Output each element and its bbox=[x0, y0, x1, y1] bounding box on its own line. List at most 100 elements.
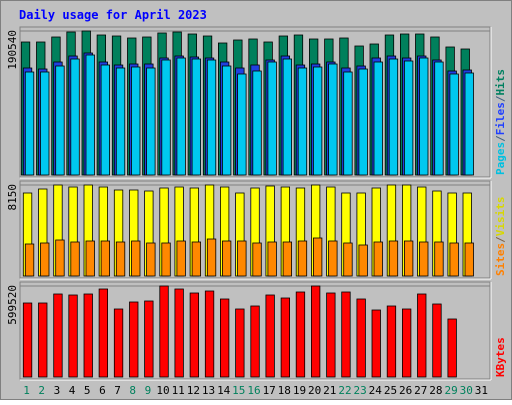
bar-kbytes-day-17 bbox=[265, 294, 275, 378]
bar-sites-day-23 bbox=[358, 244, 368, 277]
bar-sites-day-13 bbox=[206, 238, 217, 277]
x-tick-label: 1 bbox=[23, 384, 30, 397]
x-tick-label: 4 bbox=[69, 384, 76, 397]
bar-kbytes-day-19 bbox=[295, 291, 306, 378]
bar-kbytes-day-4 bbox=[68, 294, 78, 378]
bar-kbytes-day-18 bbox=[280, 297, 291, 378]
bar-kbytes-day-13 bbox=[204, 290, 215, 378]
legend-label-part: Visits bbox=[494, 197, 507, 237]
bar-sites-day-29 bbox=[449, 242, 459, 277]
bar-sites-day-27 bbox=[419, 241, 429, 277]
bar-pages-day-30 bbox=[464, 72, 474, 176]
bar-pages-day-14 bbox=[221, 65, 232, 176]
x-tick-label: 6 bbox=[99, 384, 106, 397]
legend-label: Sites/Visits bbox=[494, 197, 507, 277]
x-tick-label: 21 bbox=[323, 384, 336, 397]
x-tick-label: 12 bbox=[187, 384, 200, 397]
bar-kbytes-day-16 bbox=[250, 305, 260, 378]
x-tick-label: 9 bbox=[145, 384, 152, 397]
bar-kbytes-day-5 bbox=[83, 293, 93, 378]
bar-sites-day-15 bbox=[237, 240, 247, 277]
bar-pages-day-19 bbox=[297, 67, 308, 176]
legend-label-part: / bbox=[494, 135, 507, 142]
bar-pages-day-4 bbox=[70, 58, 80, 176]
bar-sites-day-25 bbox=[388, 240, 399, 277]
bar-sites-day-11 bbox=[176, 240, 186, 277]
y-max-label: 190540 bbox=[6, 30, 19, 70]
legend-label-part: Pages bbox=[494, 142, 507, 175]
bar-kbytes-day-7 bbox=[113, 308, 124, 378]
bar-kbytes-day-9 bbox=[144, 300, 154, 378]
bar-pages-day-26 bbox=[403, 60, 414, 176]
bar-sites-day-9 bbox=[146, 242, 156, 277]
bar-pages-day-9 bbox=[146, 67, 156, 176]
bar-kbytes-day-6 bbox=[98, 288, 108, 378]
x-tick-label: 28 bbox=[429, 384, 442, 397]
x-tick-label: 18 bbox=[278, 384, 291, 397]
bar-kbytes-day-8 bbox=[129, 301, 139, 378]
bar-sites-day-5 bbox=[85, 240, 95, 277]
chart-panels: 190540Pages/Files/Hits8150Sites/Visits59… bbox=[6, 26, 507, 381]
bar-pages-day-23 bbox=[358, 68, 368, 176]
bar-pages-day-3 bbox=[55, 65, 65, 176]
bar-pages-day-17 bbox=[267, 61, 277, 176]
x-tick-label: 24 bbox=[369, 384, 383, 397]
bar-pages-day-7 bbox=[115, 67, 126, 176]
bar-kbytes-day-2 bbox=[38, 302, 48, 378]
bar-pages-day-12 bbox=[191, 58, 202, 176]
bar-kbytes-day-29 bbox=[447, 318, 457, 378]
x-tick-label: 5 bbox=[84, 384, 91, 397]
x-tick-label: 27 bbox=[414, 384, 427, 397]
x-tick-label: 30 bbox=[460, 384, 473, 397]
bar-sites-day-1 bbox=[24, 243, 35, 277]
x-tick-label: 15 bbox=[232, 384, 245, 397]
x-tick-label: 11 bbox=[172, 384, 185, 397]
panel-frame bbox=[19, 281, 491, 380]
legend-label-part: / bbox=[494, 236, 507, 243]
bar-sites-day-21 bbox=[328, 240, 338, 277]
bar-kbytes-day-26 bbox=[401, 308, 412, 378]
x-tick-label: 22 bbox=[338, 384, 351, 397]
bar-sites-day-10 bbox=[161, 242, 171, 277]
y-max-label: 8150 bbox=[6, 184, 19, 211]
bar-sites-day-19 bbox=[297, 240, 308, 277]
bar-kbytes-day-25 bbox=[386, 305, 397, 378]
legend-label: KBytes bbox=[494, 337, 507, 377]
legend-label-part: / bbox=[494, 95, 507, 102]
bar-sites-day-7 bbox=[115, 241, 126, 277]
x-tick-label: 14 bbox=[217, 384, 231, 397]
bar-sites-day-4 bbox=[70, 241, 80, 277]
x-tick-label: 25 bbox=[384, 384, 397, 397]
bar-kbytes-day-28 bbox=[432, 303, 442, 378]
y-max-label: 599520 bbox=[6, 285, 19, 325]
bar-pages-day-2 bbox=[40, 71, 50, 176]
bar-kbytes-day-27 bbox=[417, 293, 427, 378]
bar-kbytes-day-11 bbox=[174, 288, 184, 378]
chart-title: Daily usage for April 2023 bbox=[19, 8, 207, 22]
bar-pages-day-10 bbox=[161, 59, 171, 176]
bar-pages-day-25 bbox=[388, 58, 399, 176]
x-tick-label: 20 bbox=[308, 384, 321, 397]
x-tick-label: 7 bbox=[114, 384, 121, 397]
bar-sites-day-14 bbox=[221, 240, 232, 277]
bar-sites-day-17 bbox=[267, 241, 277, 277]
x-tick-label: 31 bbox=[475, 384, 488, 397]
panel-sites_visits: 8150 Sites/Visits bbox=[6, 180, 507, 280]
bar-pages-day-24 bbox=[373, 61, 383, 176]
x-tick-label: 19 bbox=[293, 384, 306, 397]
bar-kbytes-day-1 bbox=[22, 302, 33, 378]
bar-kbytes-day-24 bbox=[371, 309, 381, 378]
bar-pages-day-16 bbox=[252, 70, 262, 176]
bar-pages-day-27 bbox=[419, 57, 429, 176]
bar-kbytes-day-21 bbox=[326, 292, 336, 378]
bar-pages-day-21 bbox=[328, 63, 338, 176]
bar-pages-day-11 bbox=[176, 57, 186, 176]
panel-kbytes: 599520 KBytes bbox=[6, 281, 507, 381]
x-tick-label: 2 bbox=[38, 384, 45, 397]
bar-kbytes-day-22 bbox=[341, 291, 351, 378]
legend-label-part: Hits bbox=[494, 69, 507, 96]
bar-pages-day-18 bbox=[282, 58, 293, 176]
